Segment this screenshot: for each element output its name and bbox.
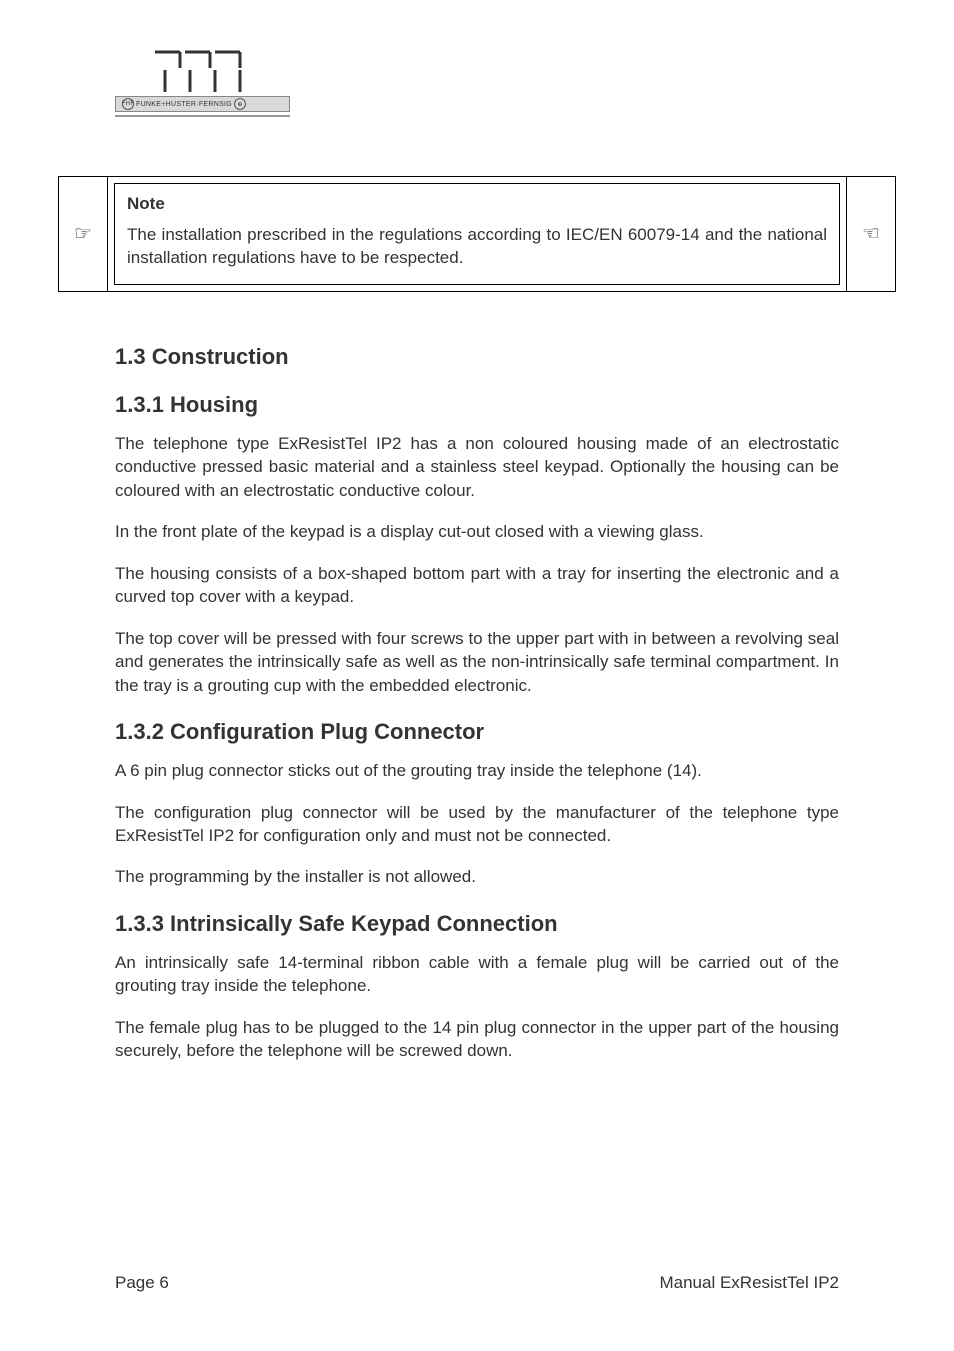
para-1-3-3-a: An intrinsically safe 14-terminal ribbon…: [115, 951, 839, 998]
footer-page-number: Page 6: [115, 1273, 169, 1293]
para-1-3-1-c: The housing consists of a box-shaped bot…: [115, 562, 839, 609]
main-content: 1.3 Construction 1.3.1 Housing The telep…: [115, 320, 839, 1081]
logo-circle-right-icon: ⊕: [234, 98, 246, 110]
para-1-3-2-a: A 6 pin plug connector sticks out of the…: [115, 759, 839, 782]
note-callout: ☞ Note The installation prescribed in th…: [58, 176, 896, 292]
logo-bars-icon: [135, 50, 290, 94]
heading-1-3-2: 1.3.2 Configuration Plug Connector: [115, 719, 839, 745]
note-inner: Note The installation prescribed in the …: [114, 183, 840, 285]
note-title: Note: [127, 194, 827, 214]
para-1-3-2-c: The programming by the installer is not …: [115, 865, 839, 888]
para-1-3-1-d: The top cover will be pressed with four …: [115, 627, 839, 697]
para-1-3-1-b: In the front plate of the keypad is a di…: [115, 520, 839, 543]
footer-document-title: Manual ExResistTel IP2: [659, 1273, 839, 1293]
heading-1-3-3: 1.3.3 Intrinsically Safe Keypad Connecti…: [115, 911, 839, 937]
note-body: The installation prescribed in the regul…: [127, 224, 827, 270]
logo-company-name: FUNKE+HUSTER·FERNSIG: [136, 101, 232, 108]
page: FHF FUNKE+HUSTER·FERNSIG ⊕ ☞ Note The in…: [0, 0, 954, 1351]
company-logo: FHF FUNKE+HUSTER·FERNSIG ⊕: [115, 50, 290, 117]
para-1-3-2-b: The configuration plug connector will be…: [115, 801, 839, 848]
heading-1-3: 1.3 Construction: [115, 344, 839, 370]
page-footer: Page 6 Manual ExResistTel IP2: [115, 1273, 839, 1293]
note-right-pointer-icon: ☜: [846, 177, 895, 291]
logo-underline: [115, 115, 290, 117]
para-1-3-3-b: The female plug has to be plugged to the…: [115, 1016, 839, 1063]
heading-1-3-1: 1.3.1 Housing: [115, 392, 839, 418]
logo-circle-left-icon: FHF: [122, 98, 134, 110]
para-1-3-1-a: The telephone type ExResistTel IP2 has a…: [115, 432, 839, 502]
note-left-pointer-icon: ☞: [59, 177, 108, 291]
note-main: Note The installation prescribed in the …: [108, 177, 846, 291]
logo-text-strip: FHF FUNKE+HUSTER·FERNSIG ⊕: [115, 96, 290, 112]
